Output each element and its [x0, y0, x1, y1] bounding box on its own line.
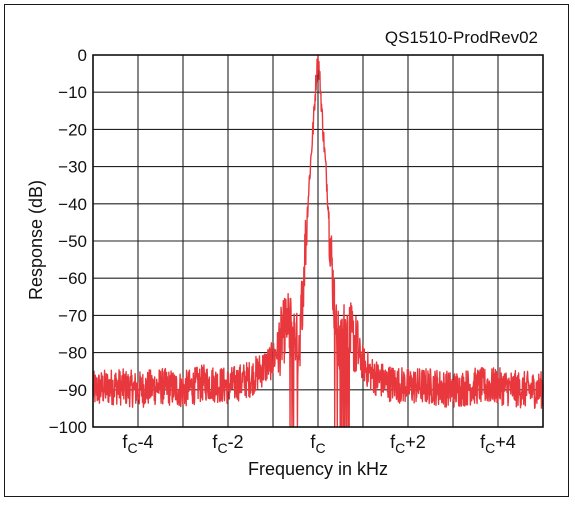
y-tick-label: −10	[58, 83, 87, 102]
x-tick-label: fC-2	[212, 432, 243, 456]
x-tick-label: fC	[310, 432, 325, 456]
y-tick-label: −30	[58, 158, 87, 177]
x-tick-label: fC+2	[390, 432, 426, 456]
y-tick-labels: 0 −10 −20 −30 −40 −50 −60 −70 −80 −90 −100	[49, 46, 87, 437]
chart-id-label: QS1510-ProdRev02	[385, 28, 538, 47]
x-axis-label: Frequency in kHz	[248, 459, 388, 479]
x-tick-labels: fC-4 fC-2 fC fC+2 fC+4	[122, 432, 515, 456]
y-tick-label: −90	[58, 381, 87, 400]
y-tick-label: −20	[58, 120, 87, 139]
chart-frame	[4, 4, 569, 497]
y-axis-label: Response (dB)	[26, 180, 46, 300]
y-tick-label: −40	[58, 195, 87, 214]
y-tick-label: −50	[58, 232, 87, 251]
y-tick-label: −80	[58, 344, 87, 363]
y-tick-label: −70	[58, 306, 87, 325]
y-tick-label: −60	[58, 269, 87, 288]
y-tick-label: 0	[78, 46, 87, 65]
y-tick-label: −100	[49, 418, 87, 437]
plot-border	[92, 54, 544, 428]
x-tick-label: fC-4	[122, 432, 153, 456]
x-tick-label: fC+4	[480, 432, 516, 456]
